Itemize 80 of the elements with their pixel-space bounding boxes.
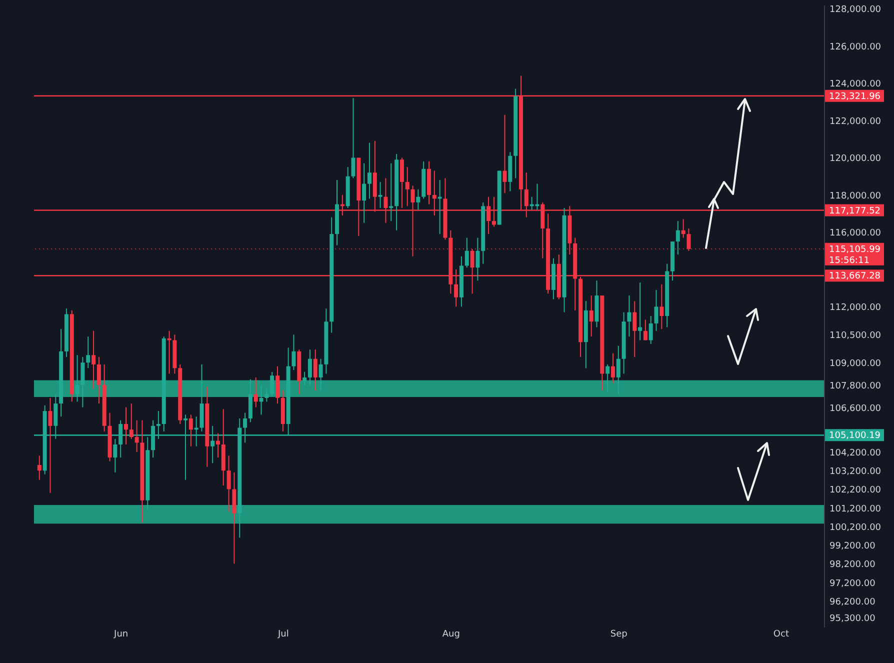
y-tick-label: 101,200.00: [830, 504, 882, 514]
candlestick: [643, 319, 648, 341]
candlestick: [113, 438, 118, 473]
candlestick: [264, 388, 269, 402]
y-tick-label: 103,200.00: [830, 467, 882, 478]
candlestick: [254, 376, 258, 408]
candlestick: [292, 334, 296, 371]
candlestick: [134, 420, 139, 452]
candlestick: [92, 330, 96, 390]
y-tick-label: 126,000.00: [830, 42, 882, 52]
ref-line-label: 117,177.52: [829, 206, 881, 216]
candlestick: [351, 98, 356, 179]
candlestick: [616, 345, 620, 395]
candlestick: [270, 371, 274, 397]
candlestick: [259, 384, 264, 416]
y-tick-label: 100,200.00: [830, 522, 882, 533]
candlestick: [86, 336, 90, 369]
candlestick: [660, 284, 664, 330]
y-tick-label: 104,200.00: [830, 448, 882, 458]
y-tick-label: 96,200.00: [830, 597, 876, 608]
y-tick-label: 118,000.00: [830, 191, 882, 202]
candlestick: [96, 356, 101, 404]
y-tick-label: 124,000.00: [830, 80, 882, 90]
y-tick-label: 109,000.00: [830, 359, 882, 370]
y-tick-label: 106,600.00: [830, 404, 882, 414]
candlestick: [226, 455, 231, 512]
candlestick: [308, 349, 312, 386]
candlestick: [681, 218, 686, 238]
ref-line-label: 115,105.99: [829, 244, 881, 255]
candlestick: [627, 295, 632, 337]
candlestick: [75, 354, 80, 402]
x-tick-label: Aug: [442, 630, 460, 640]
candlestick: [502, 114, 507, 194]
candlestick: [378, 181, 382, 208]
ref-line-label: 105,100.19: [829, 431, 881, 442]
candlestick: [589, 295, 594, 337]
candlestick: [638, 282, 642, 341]
candlestick: [416, 188, 420, 210]
y-tick-label: 110,500.00: [830, 331, 882, 342]
y-tick-label: 128,000.00: [830, 5, 882, 16]
candlestick: [676, 220, 680, 256]
y-tick-label: 97,200.00: [830, 578, 876, 589]
candlestick: [302, 371, 307, 386]
x-tick-label: Oct: [773, 630, 790, 640]
y-tick-label: 120,000.00: [830, 154, 882, 164]
x-tick-label: Sep: [610, 630, 628, 640]
candlestick: [610, 352, 615, 384]
y-tick-label: 99,200.00: [830, 542, 876, 552]
y-tick-label: 95,300.00: [830, 614, 876, 624]
y-tick-label: 116,000.00: [830, 228, 882, 239]
candlestick: [48, 397, 52, 494]
candlestick: [188, 414, 193, 447]
candlestick: [318, 358, 323, 391]
text: 15:56:11: [829, 256, 870, 266]
candlestick: [464, 237, 469, 268]
candlestick: [216, 432, 220, 458]
ref-line-label: 113,667.28: [829, 272, 881, 282]
x-tick-label: Jun: [113, 630, 128, 640]
candlestick: [124, 406, 128, 445]
candlestick: [37, 455, 42, 480]
candlestick: [80, 356, 85, 408]
candlestick: [129, 403, 134, 440]
y-tick-label: 107,800.00: [830, 381, 882, 392]
candlestick: [648, 316, 653, 344]
y-tick-label: 122,000.00: [830, 116, 882, 127]
candlestick: [476, 237, 480, 282]
y-tick-label: 112,000.00: [830, 303, 882, 314]
candlestick: [367, 142, 372, 200]
candlestick: [606, 364, 610, 393]
ref-line-label: 123,321.96: [829, 92, 881, 102]
y-tick-label: 102,200.00: [830, 486, 882, 496]
y-tick-label: 98,200.00: [830, 560, 876, 570]
candlestick: [405, 166, 410, 207]
x-tick-label: Jul: [276, 630, 289, 640]
candlestick: [654, 289, 658, 332]
candlestick: [389, 162, 394, 222]
candlestick: [313, 349, 318, 391]
candlestick: [362, 162, 366, 224]
candlestick: [275, 366, 280, 404]
candlestick: [632, 300, 637, 358]
